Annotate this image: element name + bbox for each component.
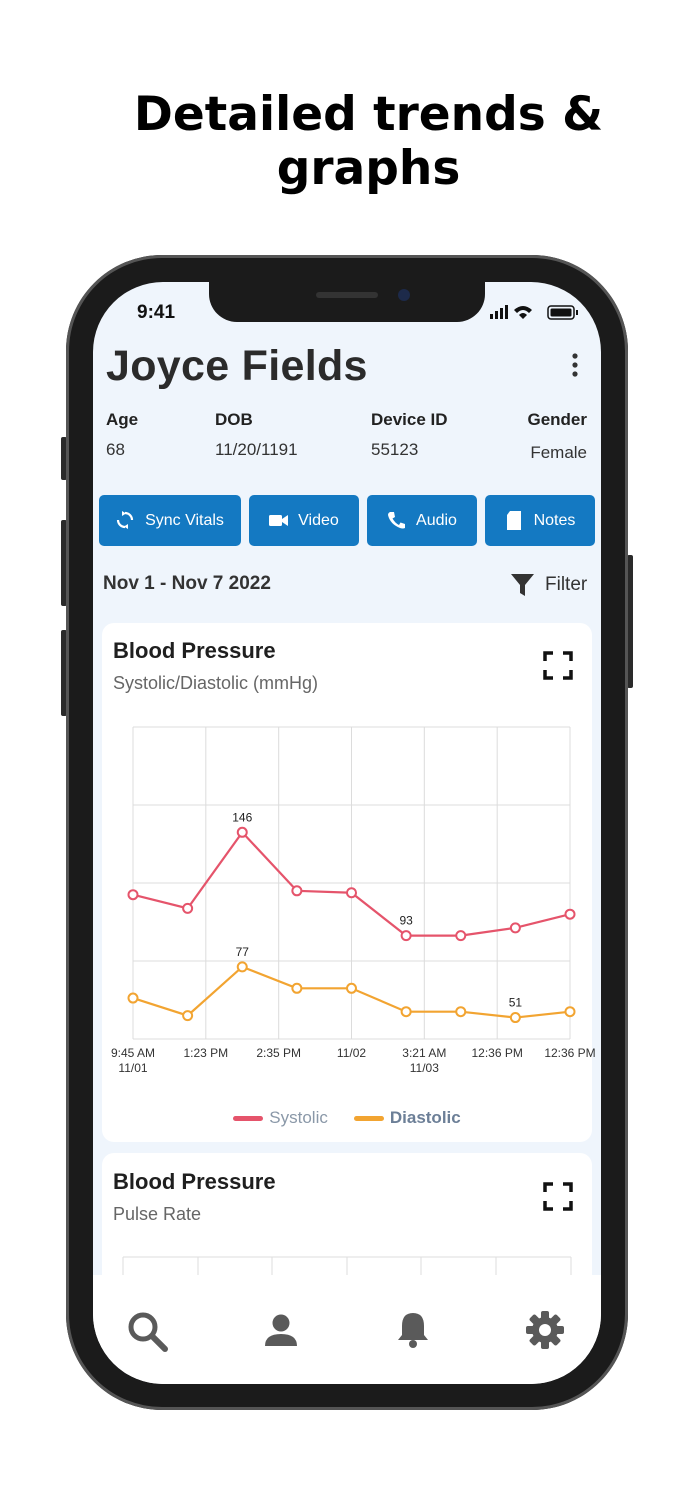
side-button bbox=[627, 555, 633, 688]
button-icon bbox=[388, 512, 406, 529]
legend-label: Systolic bbox=[269, 1108, 328, 1127]
bottom-nav bbox=[93, 1275, 601, 1384]
data-point bbox=[509, 922, 521, 934]
legend-item: Diastolic bbox=[353, 1108, 461, 1128]
data-point bbox=[127, 992, 139, 1004]
more-menu[interactable] bbox=[568, 352, 582, 378]
x-tick-label: 1:23 PM bbox=[183, 1046, 229, 1060]
data-point bbox=[236, 826, 248, 838]
data-point bbox=[236, 961, 248, 973]
field-value: 55123 bbox=[371, 440, 419, 459]
button-label: Audio bbox=[416, 511, 457, 529]
data-point bbox=[455, 930, 467, 942]
card-title: Blood Pressure bbox=[113, 1169, 276, 1194]
data-point bbox=[509, 1012, 521, 1024]
patient-name: Joyce Fields bbox=[106, 342, 368, 390]
status-time: 9:41 bbox=[137, 302, 176, 323]
action-button[interactable]: Sync Vitals bbox=[99, 495, 241, 546]
camera bbox=[398, 289, 410, 301]
button-icon bbox=[506, 511, 521, 530]
data-label: 51 bbox=[509, 996, 523, 1010]
x-tick-label: 3:21 AM 11/03 bbox=[402, 1046, 447, 1075]
field-label: Gender bbox=[527, 410, 587, 429]
data-label: 93 bbox=[399, 914, 413, 928]
data-point bbox=[127, 889, 139, 901]
x-tick-label: 12:36 PM bbox=[471, 1046, 523, 1060]
data-point bbox=[291, 885, 303, 897]
x-tick-label: 12:36 PM bbox=[544, 1046, 596, 1060]
side-button bbox=[61, 520, 67, 606]
field-value: 11/20/1191 bbox=[215, 440, 298, 459]
field-label: Age bbox=[106, 410, 139, 429]
card-subtitle: Systolic/Diastolic (mmHg) bbox=[113, 673, 319, 693]
legend-swatch bbox=[353, 1115, 384, 1121]
side-button bbox=[61, 630, 67, 716]
button-label: Video bbox=[298, 511, 339, 529]
field-label: DOB bbox=[215, 410, 253, 429]
legend-label: Diastolic bbox=[389, 1108, 461, 1127]
field-value: 68 bbox=[106, 440, 125, 459]
data-point bbox=[182, 1010, 194, 1022]
side-button bbox=[61, 437, 67, 480]
button-label: Notes bbox=[533, 511, 576, 529]
settings-tab[interactable] bbox=[526, 1311, 564, 1349]
card-title: Blood Pressure bbox=[113, 638, 276, 663]
expand-icon[interactable] bbox=[543, 651, 573, 680]
data-point bbox=[346, 982, 357, 994]
x-tick-label: 2:35 PM bbox=[256, 1046, 302, 1060]
data-point bbox=[564, 1006, 576, 1018]
data-point bbox=[182, 902, 194, 914]
data-label: 77 bbox=[236, 945, 250, 959]
search-tab[interactable] bbox=[127, 1311, 169, 1353]
legend-swatch bbox=[233, 1115, 264, 1121]
button-icon bbox=[269, 515, 289, 526]
field-label: Device ID bbox=[371, 410, 448, 429]
data-point bbox=[400, 930, 412, 942]
action-button[interactable]: Video bbox=[249, 495, 359, 546]
data-point bbox=[455, 1006, 467, 1018]
legend-item: Systolic bbox=[233, 1108, 328, 1128]
headline: Detailed trends & graphs bbox=[133, 87, 604, 196]
data-point bbox=[564, 908, 576, 920]
data-point bbox=[346, 887, 357, 899]
profile-tab[interactable] bbox=[264, 1313, 298, 1347]
button-icon bbox=[116, 511, 134, 529]
notch bbox=[209, 280, 485, 322]
data-label: 146 bbox=[232, 810, 252, 824]
action-button[interactable]: Audio bbox=[367, 495, 477, 546]
field-value: Female bbox=[530, 443, 587, 462]
x-tick-label: 9:45 AM 11/01 bbox=[110, 1046, 156, 1075]
alerts-tab[interactable] bbox=[397, 1310, 429, 1348]
action-button[interactable]: Notes bbox=[485, 495, 595, 546]
legend: Systolic Diastolic bbox=[102, 1108, 592, 1128]
card-subtitle: Pulse Rate bbox=[113, 1204, 202, 1224]
filter-label[interactable]: Filter bbox=[545, 574, 588, 595]
expand-icon[interactable] bbox=[543, 1182, 573, 1211]
x-tick-label: 11/02 bbox=[336, 1046, 367, 1060]
speaker bbox=[316, 292, 378, 298]
filter-icon[interactable] bbox=[511, 574, 534, 596]
data-point bbox=[400, 1006, 412, 1018]
button-label: Sync Vitals bbox=[145, 511, 224, 529]
data-point bbox=[291, 982, 303, 994]
date-range[interactable]: Nov 1 - Nov 7 2022 bbox=[103, 573, 271, 594]
status-icons bbox=[490, 305, 578, 320]
